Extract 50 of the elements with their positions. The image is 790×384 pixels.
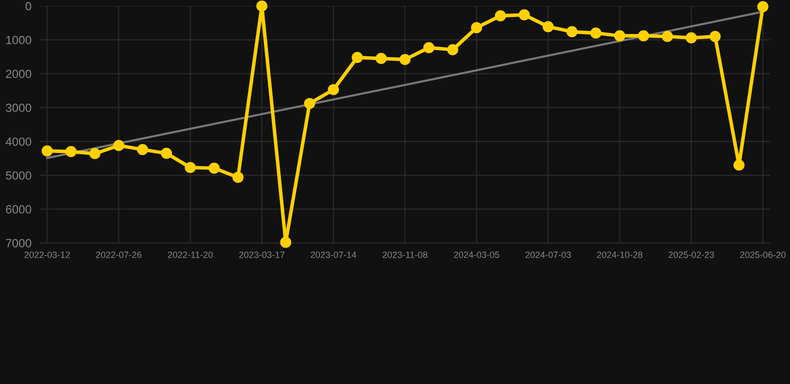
point bbox=[184, 162, 196, 174]
point bbox=[65, 146, 77, 158]
point bbox=[160, 148, 172, 159]
point bbox=[494, 10, 506, 22]
point bbox=[733, 160, 745, 171]
x-tick-label: 2024-07-03 bbox=[526, 252, 571, 258]
y-tick-label: 5000 bbox=[6, 171, 32, 180]
point bbox=[89, 148, 100, 160]
point bbox=[113, 140, 124, 152]
point bbox=[518, 9, 530, 20]
y-tick-label: 1000 bbox=[6, 36, 32, 44]
x-tick-label: 2024-03-05 bbox=[454, 252, 500, 258]
point bbox=[423, 42, 434, 54]
point bbox=[638, 30, 650, 42]
point bbox=[757, 1, 768, 12]
x-tick-label: 2025-02-23 bbox=[668, 252, 714, 258]
point bbox=[256, 0, 268, 12]
point bbox=[590, 28, 602, 39]
x-tick-label: 2022-03-12 bbox=[24, 252, 70, 258]
point bbox=[352, 52, 363, 64]
y-tick-label: 2000 bbox=[6, 70, 32, 78]
point bbox=[328, 84, 339, 96]
y-tick-label: 3000 bbox=[6, 104, 32, 112]
x-tick-label: 2025-06-20 bbox=[740, 252, 786, 258]
y-tick-label: 7000 bbox=[6, 239, 32, 248]
x-tick-label: 2024-10-28 bbox=[597, 252, 642, 258]
point bbox=[232, 172, 244, 183]
x-tick-label: 2023-03-17 bbox=[239, 252, 284, 258]
x-tick-label: 2022-11-20 bbox=[168, 252, 213, 258]
point bbox=[662, 30, 673, 42]
point bbox=[137, 144, 148, 156]
y-tick-label: 0 bbox=[26, 2, 32, 10]
point bbox=[42, 145, 53, 156]
point bbox=[447, 44, 458, 56]
point bbox=[399, 54, 411, 66]
point bbox=[686, 32, 697, 44]
y-tick-label: 6000 bbox=[6, 205, 32, 214]
x-tick-label: 2023-07-14 bbox=[310, 252, 356, 258]
x-tick-label: 2023-11-08 bbox=[382, 252, 428, 258]
point bbox=[614, 30, 626, 42]
point bbox=[280, 236, 292, 248]
point bbox=[208, 162, 220, 174]
point bbox=[710, 30, 721, 42]
x-tick-label: 2022-07-26 bbox=[96, 252, 142, 258]
point bbox=[471, 22, 482, 34]
y-tick-label: 4000 bbox=[6, 137, 32, 146]
point bbox=[304, 98, 316, 110]
point bbox=[376, 52, 387, 64]
point bbox=[542, 21, 554, 32]
point bbox=[566, 26, 578, 38]
